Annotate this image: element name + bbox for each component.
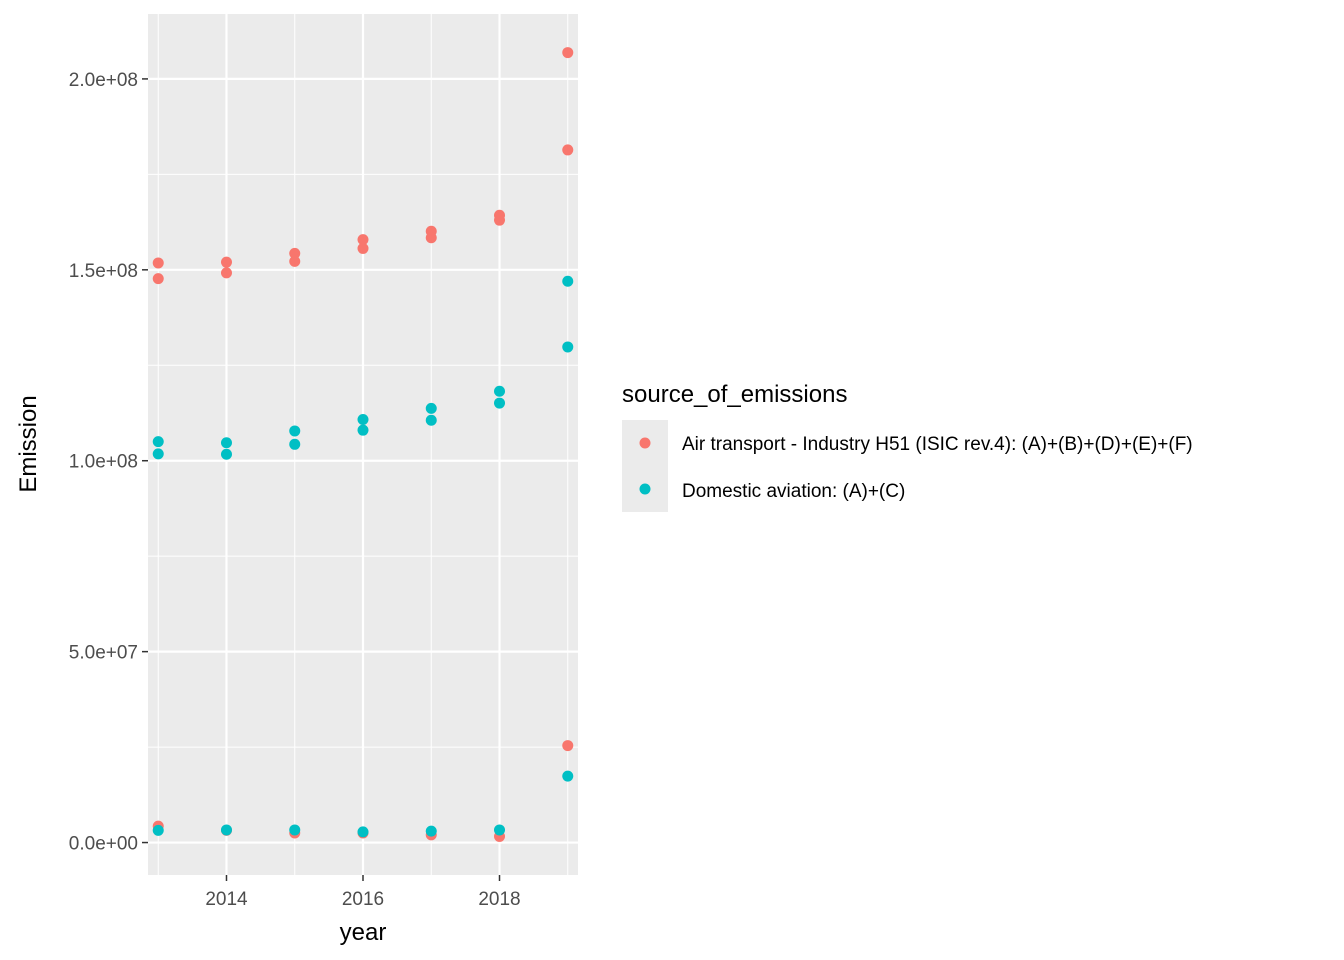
y-tick-label: 0.0e+00 xyxy=(69,834,138,855)
data-point-series-2 xyxy=(494,824,506,836)
data-point-series-1 xyxy=(357,242,369,254)
data-point-series-1 xyxy=(425,232,437,244)
data-point-series-2 xyxy=(494,397,506,409)
data-point-series-2 xyxy=(152,448,164,460)
legend-title: source_of_emissions xyxy=(622,381,847,408)
y-axis-title: Emission xyxy=(15,395,42,492)
x-tick-label: 2018 xyxy=(478,889,520,910)
data-point-series-2 xyxy=(289,425,301,437)
data-point-series-2 xyxy=(152,436,164,448)
data-point-series-2 xyxy=(425,402,437,414)
data-point-series-2 xyxy=(562,275,574,287)
data-point-series-1 xyxy=(220,267,232,279)
legend-label-1: Air transport - Industry H51 (ISIC rev.4… xyxy=(682,434,1193,455)
data-point-series-1 xyxy=(562,740,574,752)
x-axis-title: year xyxy=(340,919,387,946)
legend-key-1-dot xyxy=(639,437,651,449)
data-point-series-2 xyxy=(357,424,369,436)
y-tick-label: 1.0e+08 xyxy=(69,452,138,473)
data-point-series-2 xyxy=(289,824,301,836)
data-point-series-2 xyxy=(357,413,369,425)
y-tick-label: 5.0e+07 xyxy=(69,643,138,664)
legend: source_of_emissions Air transport - Indu… xyxy=(622,381,1193,512)
data-point-series-2 xyxy=(220,448,232,460)
data-point-series-1 xyxy=(562,144,574,156)
x-tick-label: 2014 xyxy=(205,889,248,910)
data-point-series-1 xyxy=(152,273,164,285)
data-point-series-2 xyxy=(494,385,506,397)
data-points xyxy=(152,47,574,842)
x-axis: 2014 2016 2018 xyxy=(205,875,521,910)
y-axis: 0.0e+00 5.0e+07 1.0e+08 1.5e+08 2.0e+08 xyxy=(69,70,148,855)
data-point-series-2 xyxy=(562,770,574,782)
data-point-series-1 xyxy=(562,47,574,59)
data-point-series-2 xyxy=(289,438,301,450)
legend-key-2-dot xyxy=(639,483,651,495)
data-point-series-1 xyxy=(289,255,301,267)
data-point-series-1 xyxy=(494,214,506,226)
legend-label-2: Domestic aviation: (A)+(C) xyxy=(682,481,905,502)
data-point-series-1 xyxy=(152,257,164,269)
data-point-series-1 xyxy=(289,247,301,259)
data-point-series-2 xyxy=(220,824,232,836)
y-tick-label: 1.5e+08 xyxy=(69,261,138,282)
data-point-series-2 xyxy=(357,826,369,838)
data-point-series-2 xyxy=(152,824,164,836)
data-point-series-1 xyxy=(220,256,232,268)
data-point-series-2 xyxy=(425,414,437,426)
data-point-series-1 xyxy=(357,234,369,246)
data-point-series-2 xyxy=(220,437,232,449)
data-point-series-2 xyxy=(562,341,574,353)
y-tick-label: 2.0e+08 xyxy=(69,70,138,91)
x-tick-label: 2016 xyxy=(342,889,384,910)
data-point-series-2 xyxy=(425,825,437,837)
